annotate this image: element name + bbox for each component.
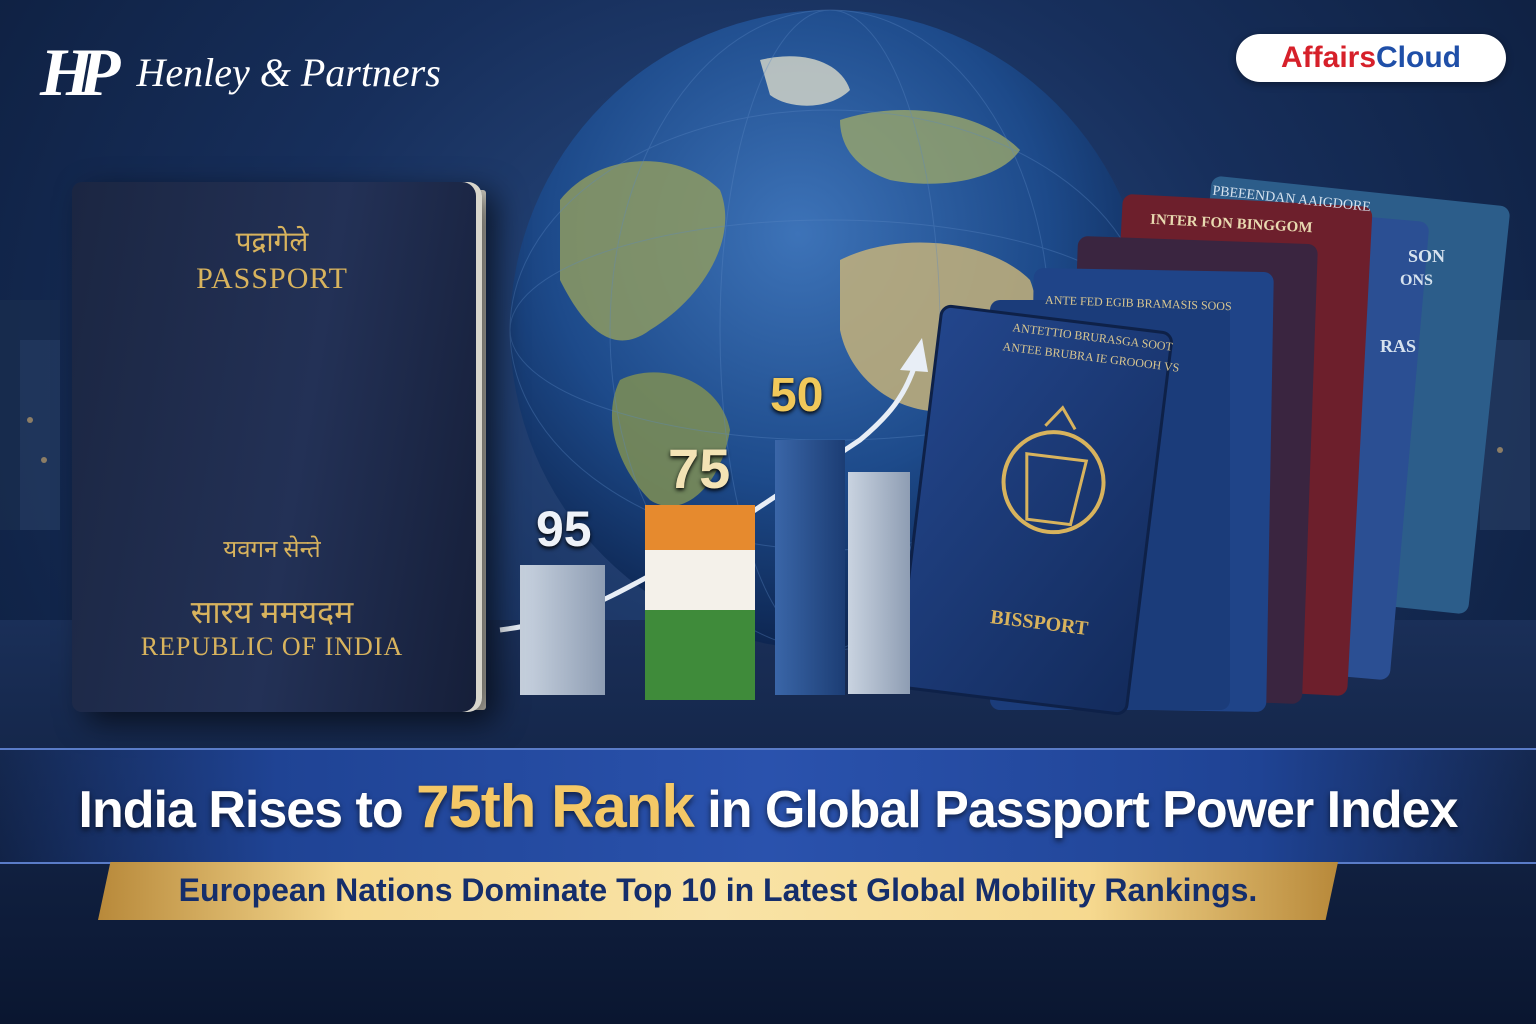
subheadline-banner (98, 862, 1338, 920)
bar-75-green (645, 610, 755, 700)
bar-50 (775, 440, 845, 695)
bar-75-saffron (645, 505, 755, 550)
hp-monogram-icon: HP (40, 34, 121, 110)
affairscloud-logo[interactable]: Affairs Cloud (1236, 34, 1506, 82)
bar-chart (520, 440, 910, 700)
headline-before: India Rises to (78, 781, 417, 839)
subheadline: European Nations Dominate Top 10 in Late… (178, 872, 1258, 908)
passport-label-p4c: ONS (1400, 272, 1433, 289)
passport-label-p4d: RAS (1380, 336, 1417, 356)
henley-partners-brand: HP Henley & Partners (40, 38, 441, 106)
headline-highlight: 75th Rank (416, 773, 695, 840)
label-50: 50 (770, 369, 824, 422)
label-75: 75 (668, 437, 731, 500)
bar-75-white (645, 550, 755, 610)
label-95: 95 (536, 501, 592, 557)
bar-gray-right (848, 472, 910, 694)
passport-hindi-bottom: सारय ममयदम (190, 594, 354, 630)
arrow-head-icon (900, 338, 928, 372)
passport-country: REPUBLIC OF INDIA (140, 632, 404, 661)
passport-title: PASSPORT (196, 262, 348, 295)
uk-passport (895, 304, 1173, 716)
passport-label-p4b: SON (1408, 246, 1446, 266)
headline: India Rises to 75th Rank in Global Passp… (0, 772, 1536, 841)
headline-banner (0, 748, 1536, 864)
brand-name: Henley & Partners (136, 49, 441, 95)
headline-after: in Global Passport Power Index (693, 781, 1458, 839)
india-passport: पद्रागेले PASSPORT यवगन सेन्ते सारय ममयद… (72, 182, 482, 712)
passport-motto: यवगन सेन्ते (223, 537, 321, 563)
logo-part-affairs: Affairs (1280, 41, 1377, 74)
bar-95 (520, 565, 605, 695)
passport-hindi-top: पद्रागेले (235, 227, 309, 258)
logo-part-cloud: Cloud (1376, 41, 1461, 74)
